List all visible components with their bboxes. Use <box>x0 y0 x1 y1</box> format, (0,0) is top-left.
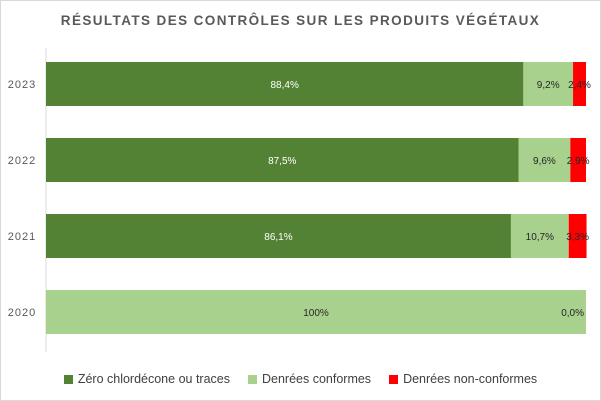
y-tick-label: 2023 <box>8 79 36 91</box>
data-label: 87,5% <box>268 156 296 167</box>
plot-area: 2023 88,4% 9,2% 2,4% 2022 87,5% 9,6% 2,9% 2021 86… <box>8 48 591 352</box>
y-tick-label: 2022 <box>8 155 36 167</box>
bar-segment <box>573 62 586 106</box>
data-label: 3,3% <box>566 232 589 243</box>
legend-label-zero-chlordecone: Zéro chlordécone ou traces <box>77 372 230 386</box>
chart-title: RÉSULTATS DES CONTRÔLES SUR LES PRODUITS… <box>60 13 541 28</box>
bar-segment <box>568 214 587 258</box>
bar-segment <box>570 138 586 182</box>
bar-segment <box>46 62 524 106</box>
data-label: 88,4% <box>271 80 299 91</box>
legend-swatch-zero-chlordecone <box>63 374 73 384</box>
bar-segment <box>46 214 511 258</box>
legend-swatch-conformes <box>247 374 257 384</box>
data-label: 100% <box>303 308 329 319</box>
data-label: 9,6% <box>533 156 556 167</box>
bar-segment <box>518 138 571 182</box>
legend-item-conformes: Denrées conformes <box>247 372 372 386</box>
bar-segment <box>510 214 569 258</box>
bar-segment <box>523 62 574 106</box>
legend-item-zero-chlordecone: Zéro chlordécone ou traces <box>63 372 230 386</box>
data-label: 0,0% <box>561 308 584 319</box>
legend-label-non-conformes: Denrées non-conformes <box>403 372 538 386</box>
y-tick-label: 2021 <box>8 231 36 243</box>
legend-item-non-conformes: Denrées non-conformes <box>389 372 537 386</box>
bar-segment <box>46 290 586 334</box>
data-label: 86,1% <box>264 232 292 243</box>
data-label: 2,4% <box>568 80 591 91</box>
bar-segment <box>46 138 519 182</box>
legend-label-conformes: Denrées conformes <box>261 372 372 386</box>
chart-legend: Zéro chlordécone ou traces Denrées confo… <box>0 372 601 386</box>
legend-swatch-non-conformes <box>389 374 399 384</box>
y-tick-label: 2020 <box>8 307 36 319</box>
data-label: 10,7% <box>526 232 554 243</box>
data-label: 2,9% <box>567 156 590 167</box>
data-label: 9,2% <box>537 80 560 91</box>
